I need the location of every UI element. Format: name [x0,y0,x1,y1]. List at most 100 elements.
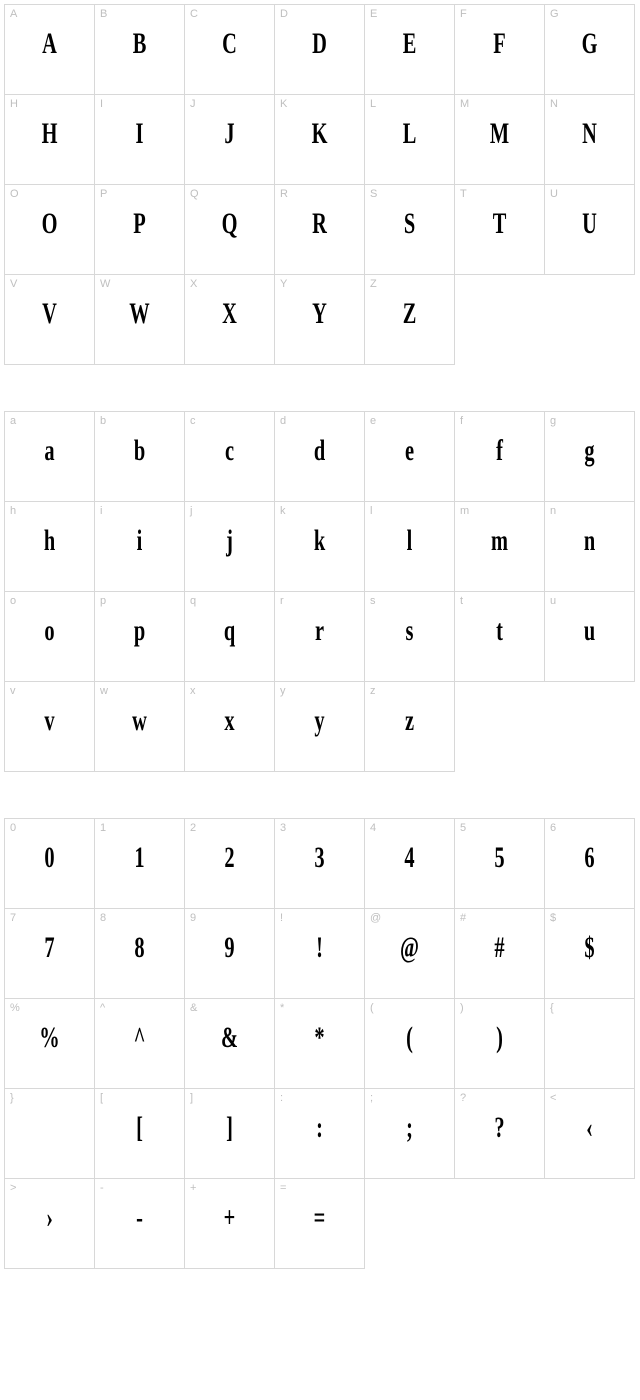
glyph-key-label: W [100,279,110,290]
glyph-cell: ff [455,412,545,502]
glyph-cell-empty [364,1179,455,1269]
glyph-key-label: l [370,506,372,517]
glyph-key-label: R [280,189,288,200]
glyph-character: Q [199,209,260,239]
glyph-character: l [379,526,440,556]
glyph-character: ‹ [559,1113,620,1143]
glyph-key-label: N [550,99,558,110]
glyph-character: [ [109,1113,170,1143]
glyph-cell: ww [95,682,185,772]
glyph-cell: 22 [185,819,275,909]
glyph-cell: ee [365,412,455,502]
glyph-cell-empty [545,275,635,365]
glyph-character: 2 [199,843,260,873]
glyph-key-label: K [280,99,287,110]
glyph-cell-empty [454,275,545,365]
glyph-character: h [19,526,80,556]
glyph-cell: mm [455,502,545,592]
glyph-character: J [199,119,260,149]
glyph-character: i [109,526,170,556]
glyph-character: q [199,616,260,646]
glyph-cell-empty [545,1179,635,1269]
glyph-key-label: < [550,1093,556,1104]
glyph-character: 5 [469,843,530,873]
glyph-cell: DD [275,5,365,95]
glyph-key-label: i [100,506,102,517]
glyph-key-label: 2 [190,823,196,834]
glyph-key-label: } [10,1093,14,1104]
glyph-cell: TT [455,185,545,275]
glyph-cell: QQ [185,185,275,275]
glyph-character: F [469,29,530,59]
glyph-cell: <‹ [545,1089,635,1179]
glyph-key-label: $ [550,913,556,924]
glyph-character: r [289,616,350,646]
glyph-key-label: V [10,279,17,290]
glyph-key-label: 6 [550,823,556,834]
glyph-character: b [109,436,170,466]
glyph-key-label: @ [370,913,381,924]
glyph-character: e [379,436,440,466]
glyph-cell: 88 [95,909,185,999]
glyph-character: ? [469,1113,530,1143]
glyph-key-label: D [280,9,288,20]
glyph-key-label: b [100,416,106,427]
glyph-key-label: U [550,189,558,200]
font-specimen-root: AABBCCDDEEFFGGHHIIJJKKLLMMNNOOPPQQRRSSTT… [4,4,636,1269]
glyph-character: - [109,1203,170,1233]
glyph-grid: 00112233445566778899!!@@##$$%%^^&&**(())… [4,818,635,1269]
glyph-cell: @@ [365,909,455,999]
glyph-key-label: s [370,596,376,607]
glyph-character: X [199,299,260,329]
glyph-character: u [559,616,620,646]
glyph-cell: ** [275,999,365,1089]
glyph-cell: ++ [185,1179,275,1269]
glyph-key-label: E [370,9,377,20]
glyph-key-label: F [460,9,467,20]
glyph-key-label: c [190,416,196,427]
glyph-character: Y [289,299,350,329]
glyph-cell: gg [545,412,635,502]
glyph-key-label: : [280,1093,283,1104]
glyph-cell: EE [365,5,455,95]
glyph-character: & [199,1023,260,1053]
glyph-cell: ii [95,502,185,592]
glyph-character: G [559,29,620,59]
glyph-character: N [559,119,620,149]
glyph-character: $ [559,933,620,963]
glyph-cell-empty [454,682,545,772]
glyph-key-label: ? [460,1093,466,1104]
glyph-key-label: 5 [460,823,466,834]
glyph-character: W [109,299,170,329]
glyph-cell: yy [275,682,365,772]
glyph-character: 6 [559,843,620,873]
glyph-key-label: { [550,1003,554,1014]
glyph-character: * [289,1023,350,1053]
glyph-cell: WW [95,275,185,365]
glyph-character: p [109,616,170,646]
glyph-character: k [289,526,350,556]
glyph-key-label: t [460,596,463,607]
glyph-character: I [109,119,170,149]
glyph-cell: qq [185,592,275,682]
glyph-character: C [199,29,260,59]
glyph-key-label: P [100,189,107,200]
glyph-cell: cc [185,412,275,502]
glyph-key-label: I [100,99,103,110]
glyph-character: x [199,706,260,736]
glyph-character: a [19,436,80,466]
glyph-key-label: S [370,189,377,200]
glyph-key-label: m [460,506,469,517]
glyph-character: f [469,436,530,466]
glyph-cell: ## [455,909,545,999]
glyph-key-label: a [10,416,16,427]
glyph-character: + [199,1203,260,1233]
glyph-cell: LL [365,95,455,185]
glyph-cell: ^^ [95,999,185,1089]
glyph-cell: !! [275,909,365,999]
glyph-character: @ [379,933,440,963]
glyph-cell: ?? [455,1089,545,1179]
glyph-cell: >› [5,1179,95,1269]
glyph-cell: GG [545,5,635,95]
glyph-character: 3 [289,843,350,873]
